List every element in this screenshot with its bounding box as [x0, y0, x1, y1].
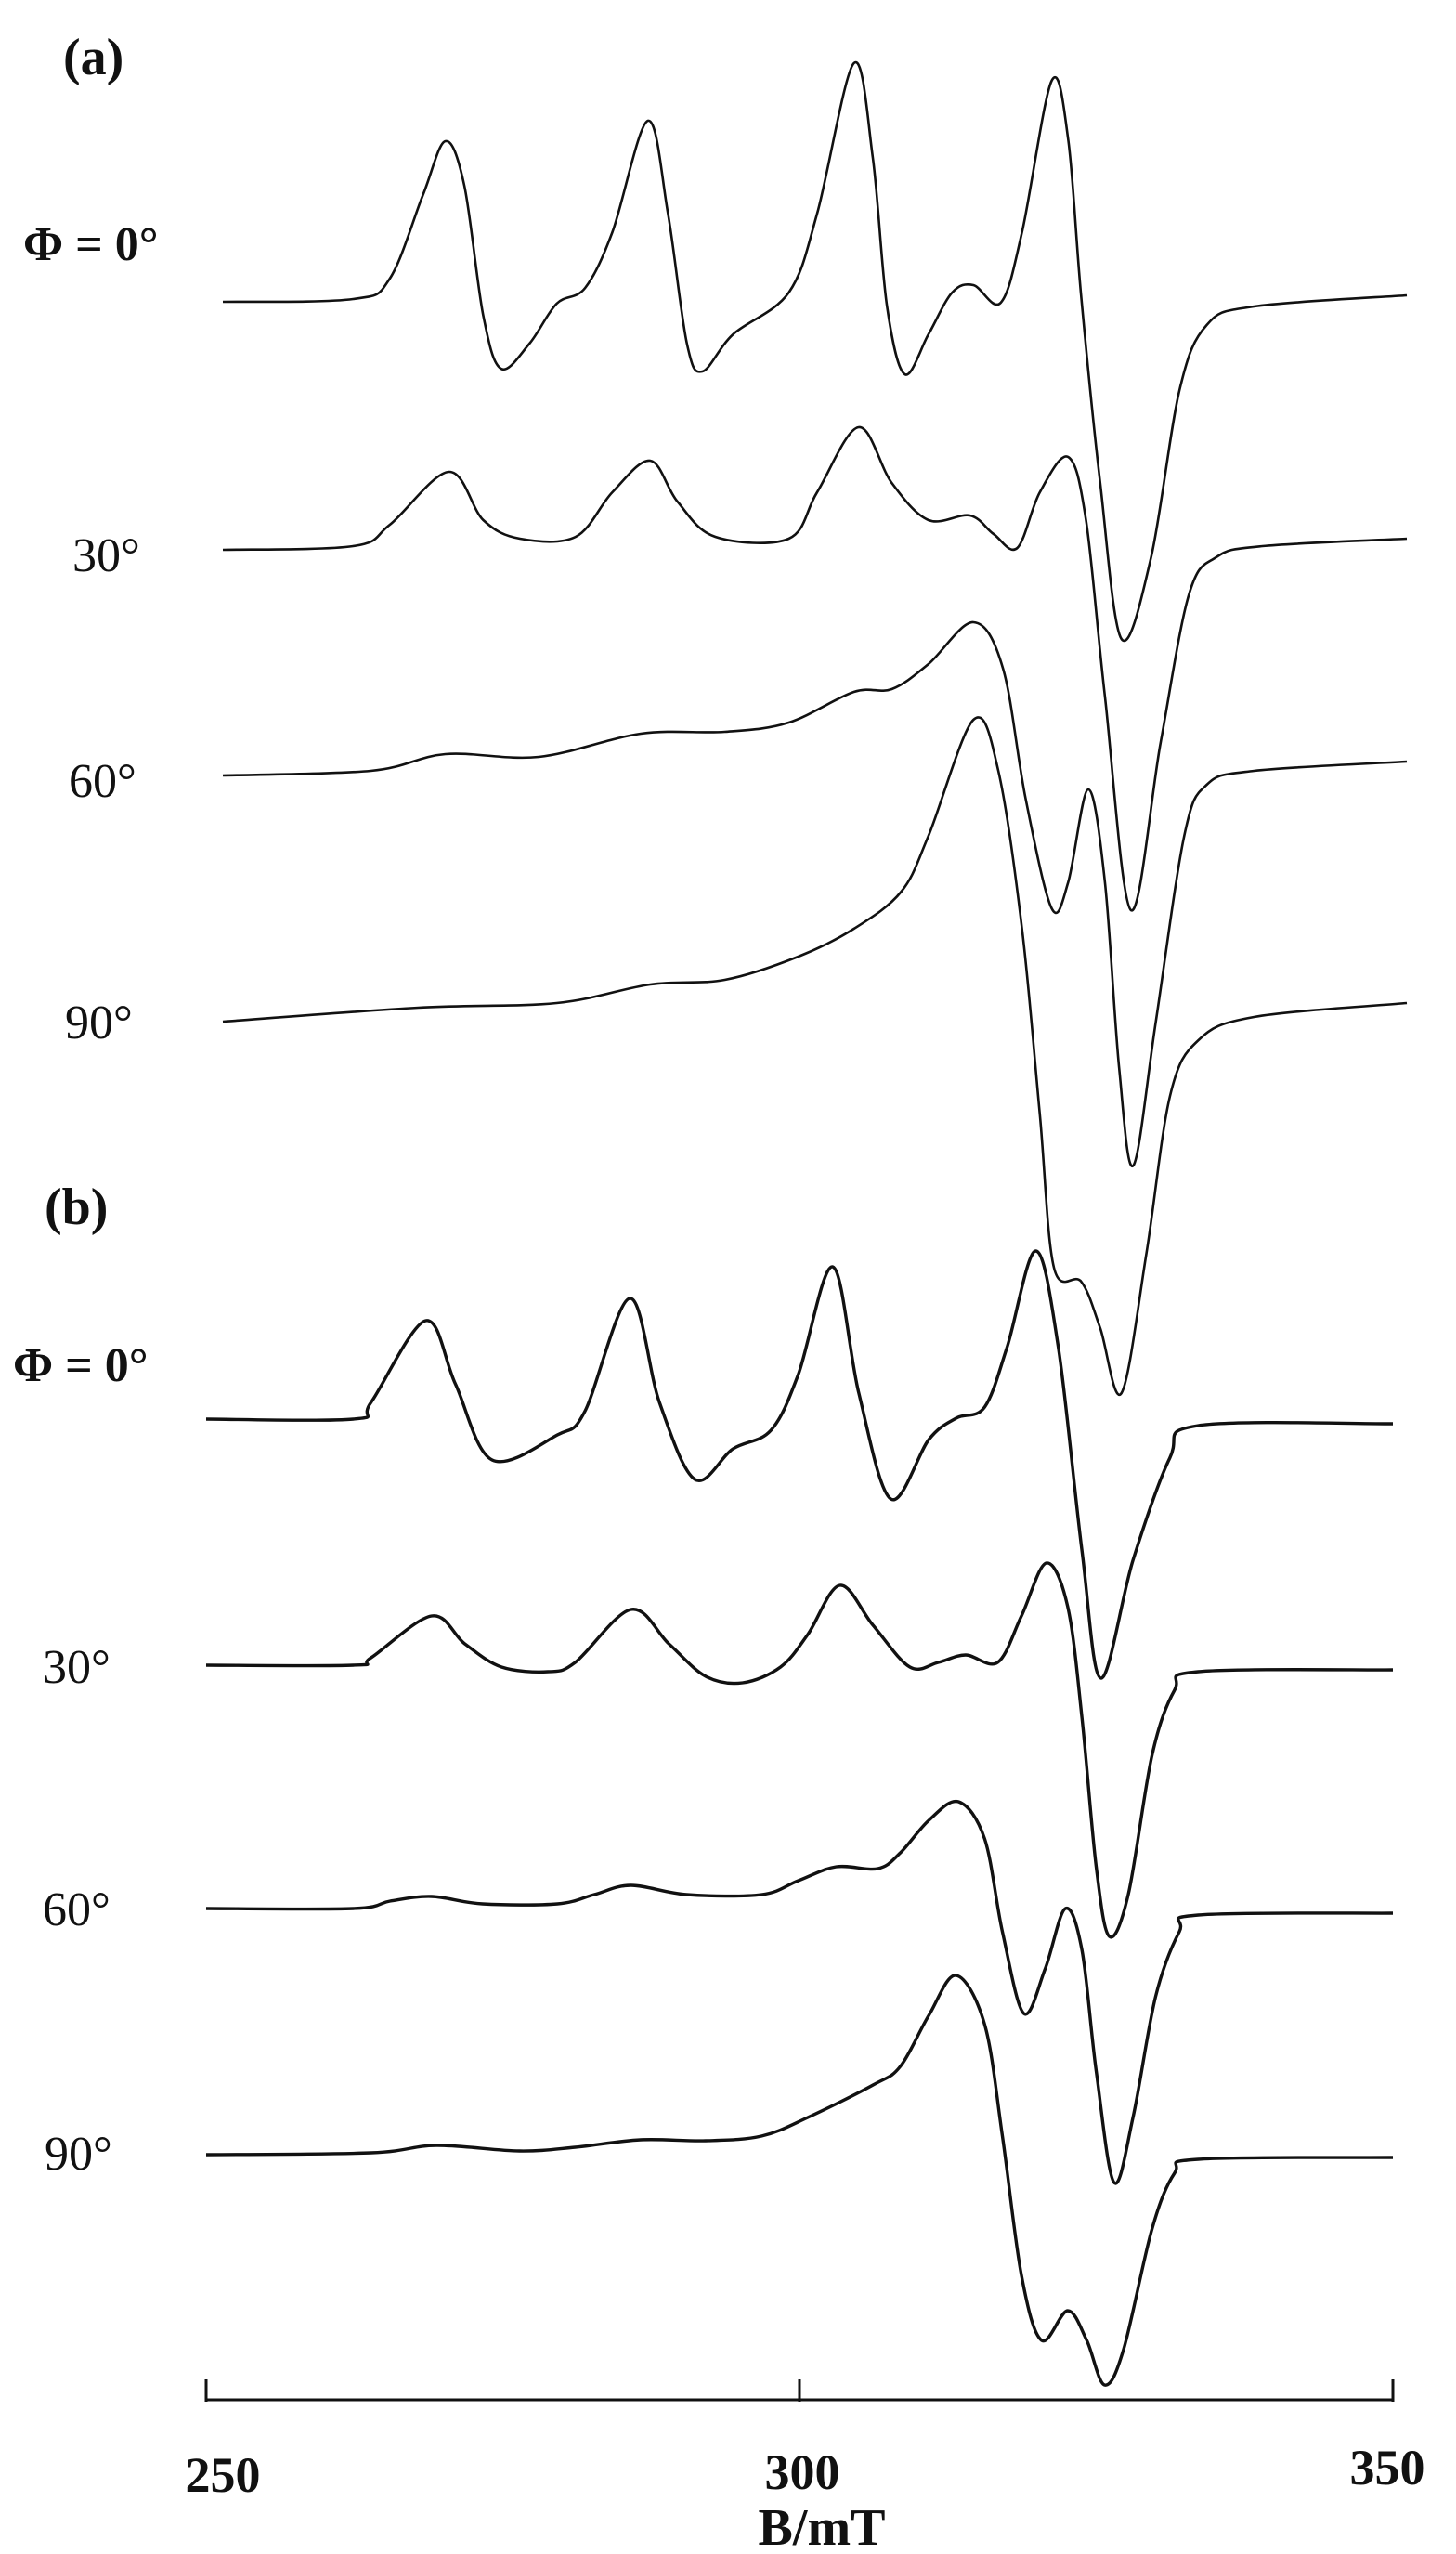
panel-a-label-30deg: 30° — [72, 529, 140, 582]
panel-a-label-0deg: Φ = 0° — [23, 218, 159, 271]
panel-b-label: (b) — [45, 1179, 108, 1236]
panel-b-label-0deg: Φ = 0° — [13, 1339, 149, 1392]
panel-a-trace-30deg — [222, 425, 1408, 912]
panel-a-label-60deg: 60° — [69, 755, 136, 808]
panel-b-trace-0deg — [205, 1249, 1394, 1680]
panel-b-label-30deg: 30° — [43, 1641, 110, 1694]
panel-a-trace-0deg — [222, 60, 1408, 643]
panel-a-trace-60deg — [222, 620, 1408, 1167]
panel-b-label-90deg: 90° — [45, 2128, 112, 2181]
panel-b-trace-90deg — [205, 1974, 1394, 2387]
x-tick-label-350: 350 — [1350, 2440, 1425, 2495]
panel-b-trace-60deg — [205, 1799, 1394, 2185]
panel-a-trace-90deg — [222, 716, 1408, 1397]
x-tick-label-250: 250 — [186, 2447, 261, 2503]
x-axis-title: B/mT — [759, 2499, 886, 2554]
panel-b-label-60deg: 60° — [43, 1883, 110, 1936]
x-axis: 250 300 350 B/mT — [186, 2379, 1425, 2554]
panel-b-trace-30deg — [205, 1561, 1394, 1939]
spectra-traces — [205, 60, 1408, 2387]
panel-a-label-90deg: 90° — [65, 997, 133, 1049]
x-tick-label-300: 300 — [765, 2444, 840, 2500]
panel-a-label: (a) — [63, 29, 124, 86]
